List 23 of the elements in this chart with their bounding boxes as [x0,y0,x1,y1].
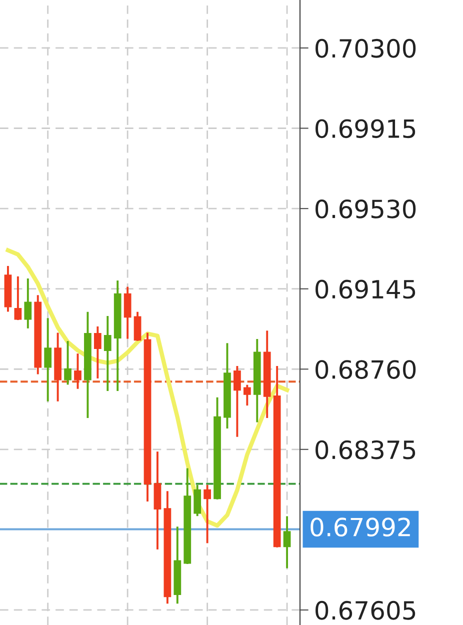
candlestick [104,316,112,391]
candlestick [234,366,241,437]
ref-line-label: 0.67992 [310,518,410,537]
y-tick-label: 0.67605 [316,600,416,620]
y-tick-label: 0.70300 [316,38,416,58]
candlestick [243,384,251,406]
candlestick [124,286,132,339]
candlestick [14,276,22,320]
candlestick [64,341,72,385]
candlestick [194,484,202,516]
candlestick [74,354,82,389]
candlestick [204,484,211,544]
y-tick-label: 0.68760 [316,360,416,379]
candlestick [283,516,291,568]
y-tick-label: 0.68375 [316,440,416,460]
line-series [6,248,290,528]
y-tick-label: 0.69530 [316,199,416,218]
candlestick [134,312,142,341]
candlestick [94,326,102,378]
y-tick-label: 0.69145 [316,280,416,299]
candlestick [44,318,52,402]
candlestick [24,278,32,328]
y-tick-label: 0.69915 [316,119,416,138]
